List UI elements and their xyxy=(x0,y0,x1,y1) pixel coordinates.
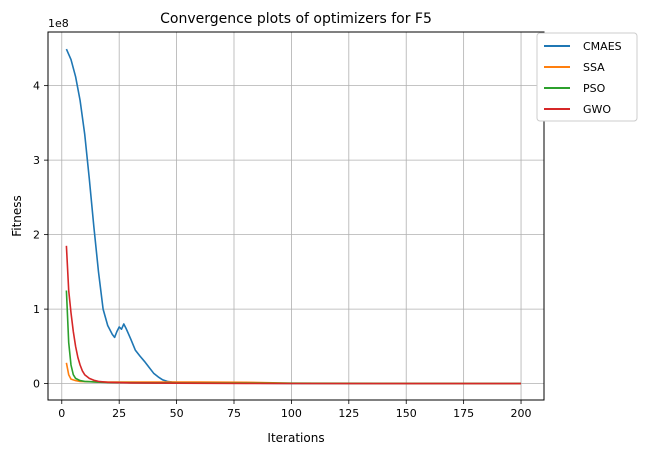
legend-label-cmaes: CMAES xyxy=(583,40,622,53)
legend-label-pso: PSO xyxy=(583,82,606,95)
x-tick-label: 75 xyxy=(227,407,241,420)
x-tick-label: 0 xyxy=(58,407,65,420)
legend-items: CMAES SSA PSO GWO xyxy=(544,40,622,116)
y-axis-ticks: 0 1 2 3 4 xyxy=(33,80,48,391)
series-line-gwo xyxy=(65,245,522,385)
series-line-ssa xyxy=(65,362,522,385)
legend-label-gwo: GWO xyxy=(583,103,611,116)
series-lines xyxy=(65,48,522,385)
x-tick-label: 100 xyxy=(281,407,302,420)
legend-label-ssa: SSA xyxy=(583,61,605,74)
grid-lines xyxy=(48,32,544,400)
x-tick-label: 50 xyxy=(170,407,184,420)
y-tick-label: 4 xyxy=(33,80,40,93)
chart-title: Convergence plots of optimizers for F5 xyxy=(160,11,432,27)
series-line-pso xyxy=(65,290,522,385)
legend: CMAES SSA PSO GWO xyxy=(536,32,638,122)
x-axis-label: Iterations xyxy=(267,431,324,445)
plot-frame xyxy=(47,31,545,401)
legend-box xyxy=(536,32,638,122)
x-tick-label: 175 xyxy=(453,407,474,420)
x-tick-label: 200 xyxy=(511,407,532,420)
series-line-cmaes xyxy=(65,48,522,385)
y-tick-label: 1 xyxy=(33,303,40,316)
y-axis-offset-text: 1e8 xyxy=(48,17,69,30)
x-tick-label: 150 xyxy=(396,407,417,420)
y-tick-label: 3 xyxy=(33,154,40,167)
x-tick-label: 125 xyxy=(338,407,359,420)
y-tick-label: 0 xyxy=(33,378,40,391)
y-axis-label: Fitness xyxy=(10,195,24,237)
y-tick-label: 2 xyxy=(33,229,40,242)
x-tick-label: 25 xyxy=(112,407,126,420)
x-axis-ticks: 0 25 50 75 100 125 150 175 200 xyxy=(58,400,532,420)
